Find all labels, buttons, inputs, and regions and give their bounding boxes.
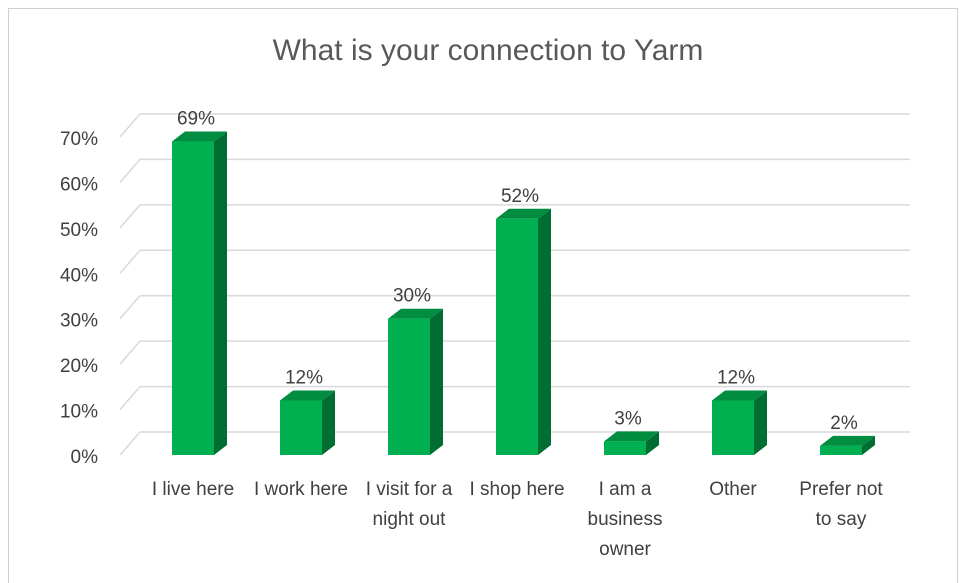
bar — [280, 390, 335, 455]
bar-front — [604, 441, 646, 455]
bar-top — [712, 390, 767, 401]
y-tick-label: 0% — [71, 447, 99, 468]
y-tick-label: 50% — [60, 220, 98, 241]
bar-side — [538, 208, 551, 455]
grid-tick — [119, 249, 141, 274]
bar-side — [862, 435, 875, 455]
x-tick-label: Other — [709, 479, 757, 500]
y-tick-label: 30% — [60, 311, 98, 332]
bar-top — [496, 208, 551, 219]
bar — [388, 308, 443, 455]
bar-front — [496, 218, 538, 455]
bar-top — [280, 390, 335, 401]
grid-tick — [119, 295, 141, 320]
bar — [712, 390, 767, 455]
bar-top — [820, 435, 875, 446]
bar-front — [820, 445, 862, 455]
y-tick-label: 40% — [60, 265, 98, 286]
y-tick-label: 20% — [60, 356, 98, 377]
grid-tick — [119, 340, 141, 365]
bar — [820, 435, 875, 455]
chart-title: What is your connection to Yarm — [273, 34, 704, 67]
y-tick-label: 10% — [60, 402, 98, 423]
value-label: 3% — [614, 408, 642, 429]
bar-front — [712, 400, 754, 455]
x-tick-label: I am a business owner — [587, 479, 663, 560]
bar-side — [322, 390, 335, 455]
value-label: 2% — [830, 413, 858, 434]
value-label: 12% — [285, 368, 323, 389]
bar-top — [172, 131, 227, 142]
value-label: 30% — [393, 286, 431, 307]
x-tick-label: I visit for a night out — [365, 479, 453, 530]
grid-tick — [119, 386, 141, 411]
bar-top — [604, 431, 659, 442]
bar-side — [214, 131, 227, 456]
x-tick-label: I live here — [151, 479, 235, 500]
value-label: 69% — [177, 109, 215, 130]
y-tick-label: 70% — [60, 129, 98, 150]
bar — [172, 131, 227, 456]
value-label: 12% — [717, 368, 755, 389]
bar-side — [430, 308, 443, 455]
x-tick-label: I work here — [254, 479, 348, 500]
bar — [604, 431, 659, 455]
bar-side — [646, 431, 659, 455]
chart-frame — [8, 8, 958, 583]
x-tick-label: Prefer not to say — [799, 479, 883, 530]
grid-tick — [119, 113, 141, 138]
grid-tick — [119, 204, 141, 229]
grid-tick — [119, 158, 141, 183]
bar-front — [172, 141, 214, 456]
grid-tick — [119, 431, 141, 456]
bar — [496, 208, 551, 455]
bar-side — [754, 390, 767, 455]
bar-front — [388, 318, 430, 455]
x-tick-label: I shop here — [469, 479, 565, 500]
bar-top — [388, 308, 443, 319]
y-tick-label: 60% — [60, 174, 98, 195]
bar-front — [280, 400, 322, 455]
value-label: 52% — [501, 186, 539, 207]
